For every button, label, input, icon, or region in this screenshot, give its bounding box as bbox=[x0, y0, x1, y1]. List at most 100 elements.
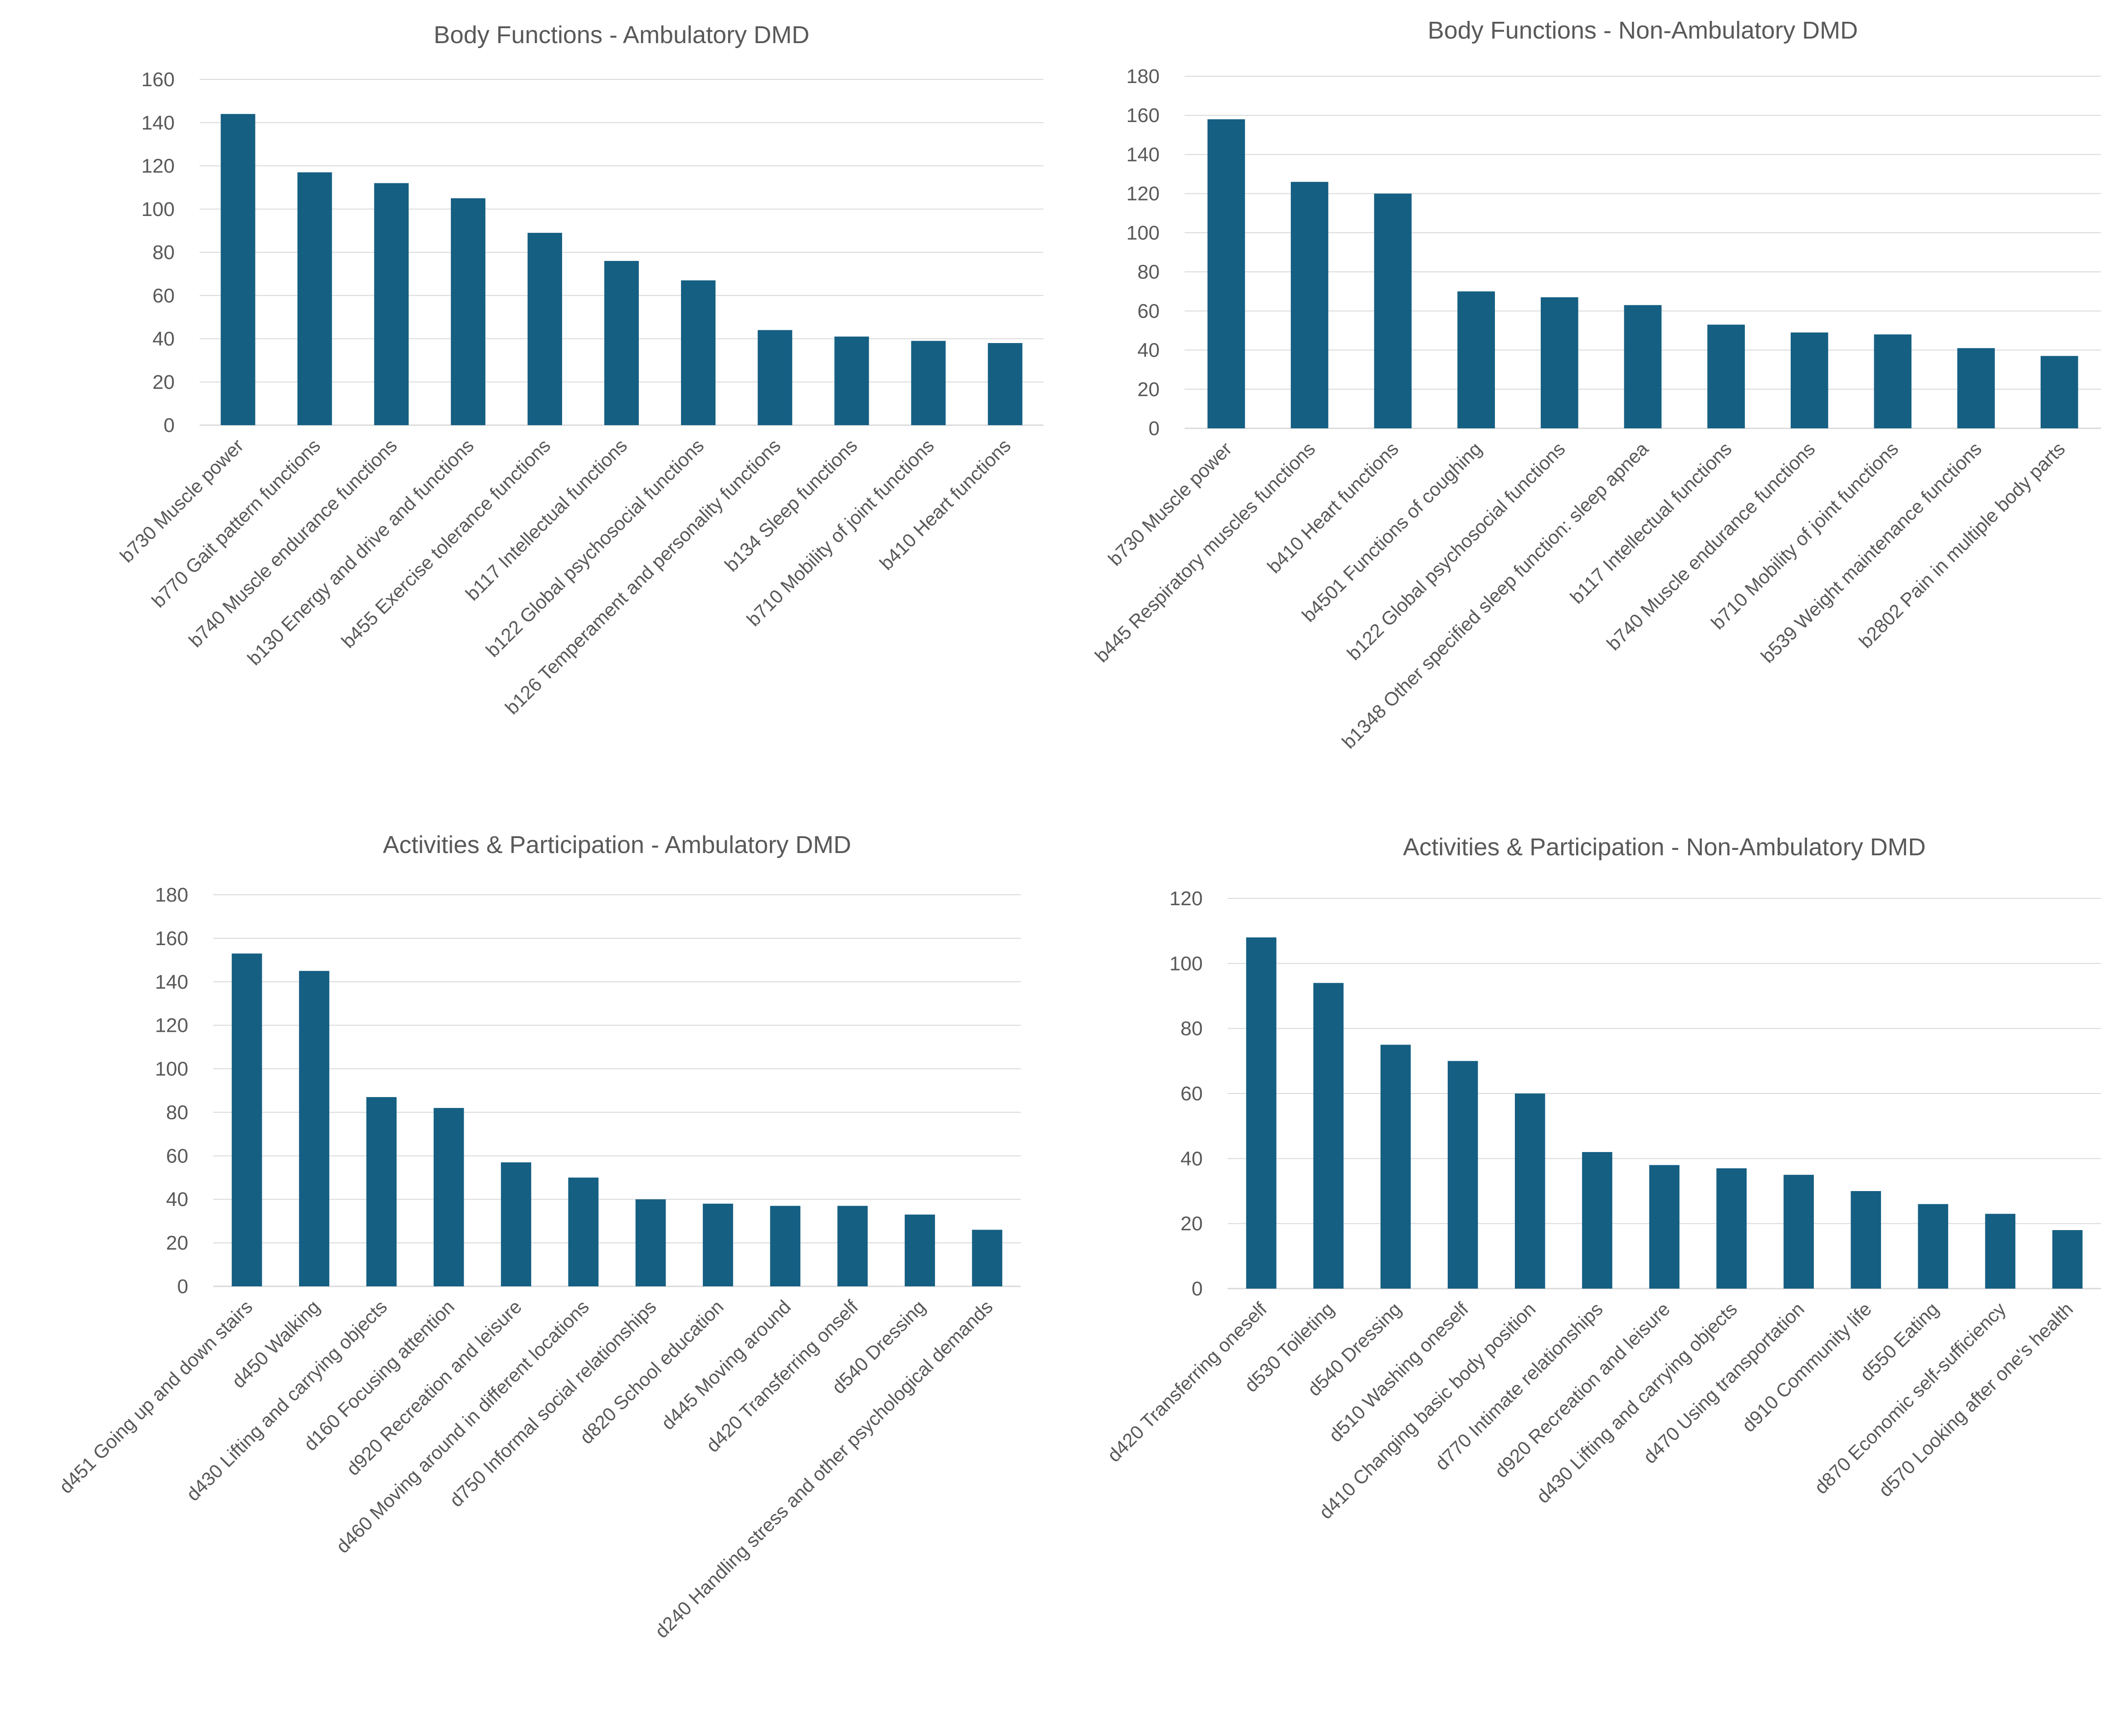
y-tick-label: 40 bbox=[1137, 339, 1160, 362]
chart-title: Activities & Participation - Non-Ambulat… bbox=[1403, 834, 1925, 861]
y-tick-label: 20 bbox=[166, 1232, 188, 1254]
y-tick-label: 120 bbox=[1170, 888, 1203, 910]
y-tick-label: 80 bbox=[1137, 261, 1160, 283]
bar bbox=[374, 183, 409, 426]
bar bbox=[1957, 348, 1995, 428]
y-tick-label: 60 bbox=[1137, 300, 1160, 322]
bar bbox=[911, 341, 946, 425]
bar bbox=[2040, 356, 2078, 428]
y-tick-label: 80 bbox=[166, 1101, 188, 1123]
y-tick-label: 160 bbox=[155, 927, 188, 950]
bar bbox=[231, 953, 262, 1286]
bar bbox=[220, 114, 255, 425]
x-tick-label: b730 Muscle power bbox=[116, 435, 248, 567]
y-tick-label: 0 bbox=[164, 414, 175, 436]
y-tick-label: 140 bbox=[155, 971, 188, 993]
y-tick-label: 180 bbox=[155, 884, 188, 906]
chart-title: Body Functions - Non-Ambulatory DMD bbox=[1428, 17, 1858, 44]
bar bbox=[972, 1230, 1003, 1286]
bar bbox=[1457, 291, 1495, 428]
bar bbox=[1790, 332, 1828, 428]
y-tick-label: 140 bbox=[1127, 143, 1160, 166]
bar bbox=[299, 971, 329, 1286]
bar bbox=[1985, 1214, 2016, 1289]
bar bbox=[758, 330, 793, 425]
y-tick-label: 20 bbox=[1180, 1213, 1203, 1235]
chart-activities-participation-non-ambulatory: Activities & Participation - Non-Ambulat… bbox=[1055, 817, 2111, 1734]
chart-svg: Body Functions - Ambulatory DMD 0 20 40 60 80… bbox=[116, 21, 1043, 719]
bar bbox=[703, 1203, 733, 1286]
y-tick-label: 180 bbox=[1127, 65, 1160, 88]
y-tick-label: 140 bbox=[142, 112, 175, 134]
y-tick-label: 120 bbox=[1127, 183, 1160, 205]
x-tick-label: b117 Intellectual functions bbox=[1566, 438, 1736, 608]
bar bbox=[1624, 305, 1662, 428]
x-tick-label: b4501 Functions of coughing bbox=[1298, 438, 1486, 626]
chart-body-functions-non-ambulatory: Body Functions - Non-Ambulatory DMD 0 20 40… bbox=[1055, 0, 2111, 862]
bar bbox=[1582, 1152, 1612, 1289]
y-tick-label: 60 bbox=[166, 1145, 188, 1167]
bar bbox=[1515, 1094, 1545, 1289]
y-tick-label: 100 bbox=[155, 1058, 188, 1080]
y-tick-label: 80 bbox=[1180, 1018, 1203, 1040]
bar bbox=[527, 233, 562, 425]
bar bbox=[1380, 1045, 1411, 1289]
y-tick-label: 120 bbox=[142, 155, 175, 177]
x-tick-label: b1348 Other specified sleep function: sl… bbox=[1338, 438, 1653, 753]
bar bbox=[451, 198, 485, 425]
y-tick-label: 60 bbox=[152, 284, 175, 307]
bar bbox=[834, 336, 869, 425]
y-tick-label: 20 bbox=[1137, 378, 1160, 401]
bar bbox=[905, 1214, 935, 1286]
bar bbox=[604, 261, 639, 425]
bar bbox=[681, 280, 716, 425]
x-tick-label: b134 Sleep functions bbox=[720, 435, 862, 576]
x-tick-label: d445 Moving around bbox=[657, 1296, 795, 1434]
bar bbox=[1649, 1165, 1680, 1289]
x-tick-label: d910 Community life bbox=[1738, 1298, 1876, 1436]
bar bbox=[1707, 324, 1745, 428]
chart-svg: Body Functions - Non-Ambulatory DMD 0 20 40… bbox=[1091, 17, 2101, 753]
y-tick-label: 160 bbox=[142, 69, 175, 91]
y-tick-label: 0 bbox=[1192, 1278, 1203, 1300]
y-tick-label: 40 bbox=[166, 1188, 188, 1211]
chart-svg: Activities & Participation - Non-Ambulat… bbox=[1103, 834, 2101, 1523]
x-tick-label: b410 Heart functions bbox=[876, 435, 1015, 574]
bar bbox=[1313, 983, 1344, 1289]
chart-title: Activities & Participation - Ambulatory … bbox=[383, 831, 851, 858]
bar bbox=[837, 1206, 868, 1286]
bar bbox=[1541, 297, 1578, 428]
x-tick-label: b126 Temperament and personality functio… bbox=[501, 435, 784, 718]
bar bbox=[1246, 937, 1277, 1289]
bar bbox=[297, 172, 332, 426]
bar bbox=[568, 1177, 599, 1286]
bar bbox=[1374, 193, 1412, 429]
bar bbox=[635, 1199, 666, 1286]
y-tick-label: 40 bbox=[1180, 1148, 1203, 1170]
bar bbox=[1783, 1175, 1814, 1289]
bar bbox=[501, 1162, 531, 1286]
chart-body-functions-ambulatory: Body Functions - Ambulatory DMD 0 20 40 60 80… bbox=[0, 0, 1055, 862]
y-tick-label: 0 bbox=[1149, 417, 1160, 440]
bar bbox=[433, 1108, 464, 1286]
bar bbox=[1874, 334, 1912, 428]
chart-title: Body Functions - Ambulatory DMD bbox=[434, 21, 809, 49]
bar bbox=[1716, 1168, 1747, 1289]
y-tick-label: 20 bbox=[152, 371, 175, 393]
x-tick-label: b117 Intellectual functions bbox=[461, 435, 631, 604]
x-tick-label: d460 Moving around in different location… bbox=[332, 1296, 593, 1557]
bar bbox=[1851, 1191, 1881, 1289]
y-tick-label: 100 bbox=[1127, 222, 1160, 244]
y-tick-label: 80 bbox=[152, 241, 175, 264]
y-tick-label: 160 bbox=[1127, 104, 1160, 127]
bar bbox=[1918, 1204, 1949, 1289]
y-tick-label: 0 bbox=[177, 1275, 188, 1298]
y-tick-label: 120 bbox=[155, 1015, 188, 1037]
y-tick-label: 40 bbox=[152, 328, 175, 350]
bar bbox=[988, 343, 1023, 425]
bar bbox=[1207, 119, 1245, 428]
y-tick-label: 100 bbox=[1170, 952, 1203, 975]
bar bbox=[2052, 1230, 2083, 1289]
bar bbox=[770, 1206, 801, 1286]
y-tick-label: 60 bbox=[1180, 1083, 1203, 1105]
